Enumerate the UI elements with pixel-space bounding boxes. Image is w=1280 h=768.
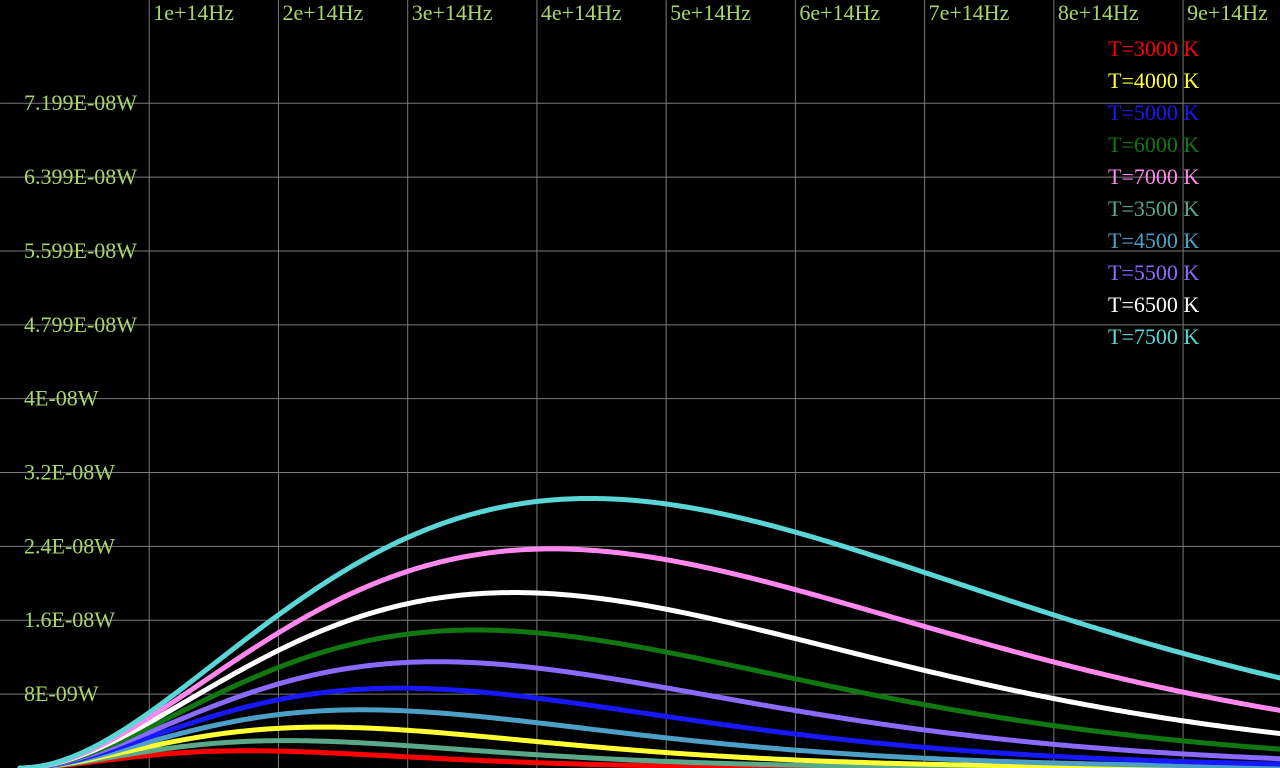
x-tick-label: 3e+14Hz: [412, 0, 493, 25]
legend-item: T=6000 K: [1108, 132, 1199, 157]
x-tick-label: 5e+14Hz: [670, 0, 751, 25]
y-tick-label: 4E-08W: [24, 386, 99, 411]
legend-item: T=4500 K: [1108, 228, 1199, 253]
planck-chart: 1e+14Hz 2e+14Hz 3e+14Hz 4e+14Hz 5e+14Hz 6e+14…: [0, 0, 1280, 768]
legend-item: T=3000 K: [1108, 36, 1199, 61]
x-tick-label: 4e+14Hz: [541, 0, 622, 25]
y-tick-label: 5.599E-08W: [24, 238, 137, 263]
y-tick-label: 3.2E-08W: [24, 459, 115, 484]
legend-item: T=7000 K: [1108, 164, 1199, 189]
legend-item: T=5000 K: [1108, 100, 1199, 125]
chart-background: [0, 0, 1280, 768]
legend-item: T=4000 K: [1108, 68, 1199, 93]
x-tick-label: 6e+14Hz: [799, 0, 880, 25]
legend-item: T=6500 K: [1108, 292, 1199, 317]
x-tick-label: 2e+14Hz: [282, 0, 363, 25]
x-axis-labels: 1e+14Hz 2e+14Hz 3e+14Hz 4e+14Hz 5e+14Hz 6e+14…: [153, 0, 1268, 25]
legend-item: T=5500 K: [1108, 260, 1199, 285]
y-tick-label: 2.4E-08W: [24, 533, 115, 558]
y-tick-label: 4.799E-08W: [24, 312, 137, 337]
y-tick-label: 1.6E-08W: [24, 607, 115, 632]
y-tick-label: 6.399E-08W: [24, 164, 137, 189]
y-tick-label: 8E-09W: [24, 681, 99, 706]
legend-item: T=3500 K: [1108, 196, 1199, 221]
x-tick-label: 7e+14Hz: [929, 0, 1010, 25]
x-tick-label: 1e+14Hz: [153, 0, 234, 25]
legend-item: T=7500 K: [1108, 324, 1199, 349]
y-tick-label: 7.199E-08W: [24, 90, 137, 115]
x-tick-label: 9e+14Hz: [1187, 0, 1268, 25]
x-tick-label: 8e+14Hz: [1058, 0, 1139, 25]
